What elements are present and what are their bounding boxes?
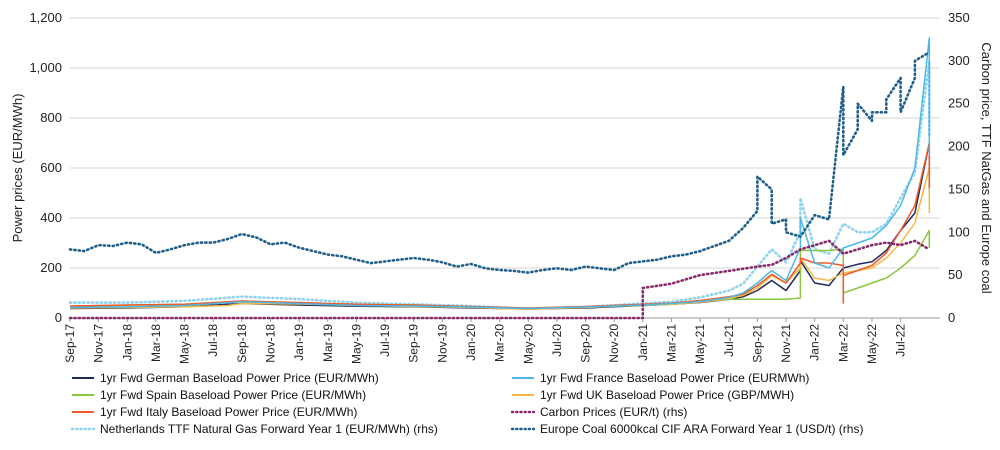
y-axis-right-title: Carbon price, TTF NatGas and Europe coal: [979, 42, 994, 293]
x-tick-label: Sep-17: [63, 324, 77, 363]
y-right-tick-label: 150: [948, 181, 970, 196]
x-tick-label: May-18: [178, 324, 192, 364]
y-axis-left-title: Power prices (EUR/MWh): [10, 94, 25, 243]
x-tick-label: Sep-21: [750, 324, 764, 363]
x-tick-label: Jul-20: [550, 324, 564, 357]
series-lines: [68, 37, 931, 320]
legend-entry-label: 1yr Fwd UK Baseload Power Price (GBP/MWH…: [540, 388, 794, 402]
x-tick-label: Jan-20: [464, 324, 478, 361]
x-tick-label: Mar-18: [149, 324, 163, 362]
legend-entry-label: Netherlands TTF Natural Gas Forward Year…: [100, 422, 438, 436]
x-tick-label: Nov-20: [607, 324, 621, 363]
y-left-tick-label: 0: [55, 310, 62, 325]
x-tick-label: Nov-18: [263, 324, 277, 363]
x-tick-label: May-19: [349, 324, 363, 364]
series-line: [68, 239, 931, 320]
x-tick-label: Jan-22: [808, 324, 822, 361]
legend-entry-label: 1yr Fwd France Baseload Power Price (EUR…: [540, 371, 809, 385]
x-tick-label: Nov-17: [92, 324, 106, 363]
legend-entry-label: 1yr Fwd Spain Baseload Power Price (EUR/…: [100, 388, 366, 402]
y-right-tick-label: 0: [948, 310, 955, 325]
y-right-tick-label: 350: [948, 10, 970, 25]
x-tick-label: Mar-22: [836, 324, 850, 362]
x-tick-label: Sep-19: [407, 324, 421, 363]
axes: 0 200 400 600 800 1,000 1,200 0 50 100 150 200 250 30…: [29, 10, 969, 364]
legend-entry-label: 1yr Fwd German Baseload Power Price (EUR…: [100, 371, 379, 385]
y-left-tick-label: 200: [40, 260, 62, 275]
x-tick-label: Jul-21: [722, 324, 736, 357]
x-tick-label: Sep-18: [235, 324, 249, 363]
y-right-tick-label: 300: [948, 53, 970, 68]
y-left-tick-label: 1,200: [29, 10, 62, 25]
y-right-tick-label: 100: [948, 224, 970, 239]
y-right-tick-label: 200: [948, 139, 970, 154]
x-tick-label: Jan-21: [636, 324, 650, 361]
x-tick-label: May-21: [693, 324, 707, 364]
series-line: [69, 142, 931, 309]
series-line: [69, 37, 931, 310]
y-left-tick-label: 600: [40, 160, 62, 175]
y-right-tick-label: 50: [948, 267, 962, 282]
y-left-tick-label: 1,000: [29, 60, 62, 75]
x-tick-label: Sep-20: [579, 324, 593, 363]
x-tick-label: Jan-19: [292, 324, 306, 361]
legend-entry-label: 1yr Fwd Italy Baseload Power Price (EUR/…: [100, 405, 357, 419]
y-left-tick-label: 800: [40, 110, 62, 125]
legend-entry-label: Carbon Prices (EUR/t) (rhs): [540, 405, 687, 419]
x-tick-label: Nov-19: [435, 324, 449, 363]
series-line: [68, 51, 931, 274]
x-tick-label: Jul-18: [206, 324, 220, 357]
x-tick-label: Mar-19: [321, 324, 335, 362]
x-tick-label: May-22: [865, 324, 879, 364]
x-tick-label: Mar-20: [493, 324, 507, 362]
legend-entry-label: Europe Coal 6000kcal CIF ARA Forward Yea…: [540, 422, 863, 436]
gridlines: [70, 17, 940, 319]
legend: 1yr Fwd German Baseload Power Price (EUR…: [70, 371, 863, 436]
x-tick-label: Nov-21: [779, 324, 793, 363]
x-tick-label: Jan-18: [120, 324, 134, 361]
series-line: [69, 142, 931, 310]
y-left-tick-label: 400: [40, 210, 62, 225]
x-tick-label: May-20: [521, 324, 535, 364]
x-tick-label: Mar-21: [664, 324, 678, 362]
y-right-tick-label: 250: [948, 96, 970, 111]
x-tick-label: Jul-22: [894, 324, 908, 357]
series-line: [68, 59, 931, 310]
x-tick-label: Jul-19: [378, 324, 392, 357]
